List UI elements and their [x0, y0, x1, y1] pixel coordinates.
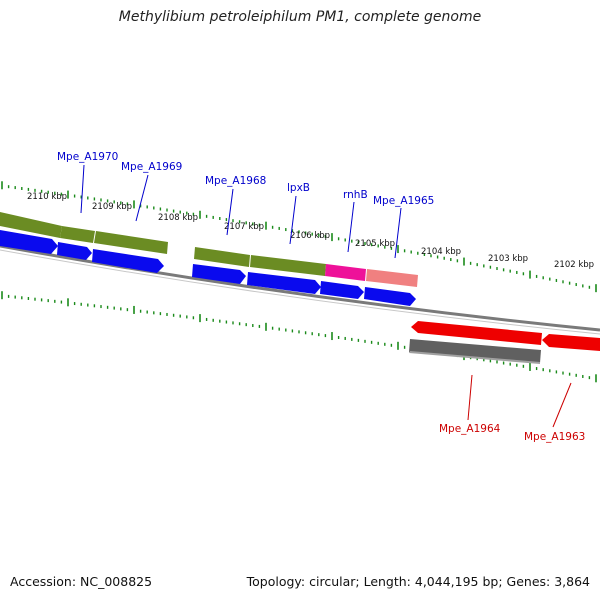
forward-cds-track: [0, 230, 416, 306]
gene-label-Mpe_A1970[interactable]: Mpe_A1970: [57, 151, 118, 163]
gene-labels-lower: Mpe_A1964 Mpe_A1963: [439, 374, 585, 443]
accession-text: Accession: NC_008825: [10, 574, 153, 589]
gene-label-Mpe_A1965[interactable]: Mpe_A1965: [373, 195, 434, 207]
cds-arrow-7[interactable]: [364, 287, 416, 306]
feature-pink-Mpe_A1965[interactable]: [366, 269, 418, 287]
scale-label: 2104 kbp: [421, 247, 461, 257]
cds-arrow-2[interactable]: [57, 242, 92, 260]
scale-label: 2107 kbp: [224, 222, 264, 232]
cds-arrow-4[interactable]: [192, 264, 246, 284]
feature-grey-1-highlight: [409, 351, 540, 364]
gene-label-leader: [80, 164, 85, 214]
cds-arrow-6[interactable]: [320, 281, 364, 299]
cds-arrow-reverse-1[interactable]: [411, 321, 542, 345]
gene-label-leader: [226, 188, 234, 236]
upper-scale-labels: 2110 kbp 2109 kbp 2108 kbp 2107 kbp 2106…: [27, 192, 594, 270]
scale-label: 2102 kbp: [554, 260, 594, 270]
gene-label-Mpe_A1964[interactable]: Mpe_A1964: [439, 423, 501, 435]
gene-label-Mpe_A1969[interactable]: Mpe_A1969: [121, 161, 182, 173]
gene-label-leader: [467, 374, 473, 421]
feature-green-4[interactable]: [194, 247, 250, 267]
gene-label-leader: [347, 201, 355, 253]
genome-stats-text: Topology: circular; Length: 4,044,195 bp…: [246, 574, 590, 589]
gene-label-rnhB[interactable]: rnhB: [343, 189, 368, 201]
map-title: Methylibium petroleiphilum PM1, complete…: [118, 9, 482, 25]
scale-label: 2105 kbp: [355, 239, 395, 249]
gene-label-leader: [135, 174, 149, 222]
gene-labels-upper: Mpe_A1970 Mpe_A1969 Mpe_A1968 lpxB rnhB …: [57, 151, 434, 259]
cds-arrow-5[interactable]: [247, 272, 321, 294]
feature-green-5[interactable]: [250, 255, 326, 276]
scale-label: 2108 kbp: [158, 213, 198, 223]
backbone-inner: [0, 249, 600, 335]
scale-label: 2109 kbp: [92, 202, 132, 212]
scale-label: 2106 kbp: [290, 231, 330, 241]
feature-track-upper-green: [0, 212, 418, 287]
scale-label: 2110 kbp: [27, 192, 67, 202]
gene-label-Mpe_A1963[interactable]: Mpe_A1963: [524, 431, 585, 443]
gene-label-leader: [289, 195, 297, 245]
lower-scale-ticks: [1, 291, 597, 383]
cds-arrow-reverse-2[interactable]: [542, 334, 600, 351]
gene-label-lpxB[interactable]: lpxB: [287, 182, 310, 194]
gene-label-Mpe_A1968[interactable]: Mpe_A1968: [205, 175, 266, 187]
reverse-cds-track: [409, 321, 600, 364]
feature-grey-1[interactable]: [409, 339, 541, 363]
backbone-outer: [0, 244, 600, 332]
gene-label-leader: [394, 207, 402, 259]
cds-arrow-1[interactable]: [0, 230, 58, 254]
feature-green-1[interactable]: [0, 212, 62, 238]
feature-green-2[interactable]: [60, 226, 95, 243]
feature-green-3[interactable]: [94, 231, 168, 254]
cds-arrow-3[interactable]: [92, 249, 164, 273]
gene-label-leader: [552, 382, 572, 428]
scale-label: 2103 kbp: [488, 254, 528, 264]
feature-magenta-rnhB[interactable]: [325, 264, 366, 281]
